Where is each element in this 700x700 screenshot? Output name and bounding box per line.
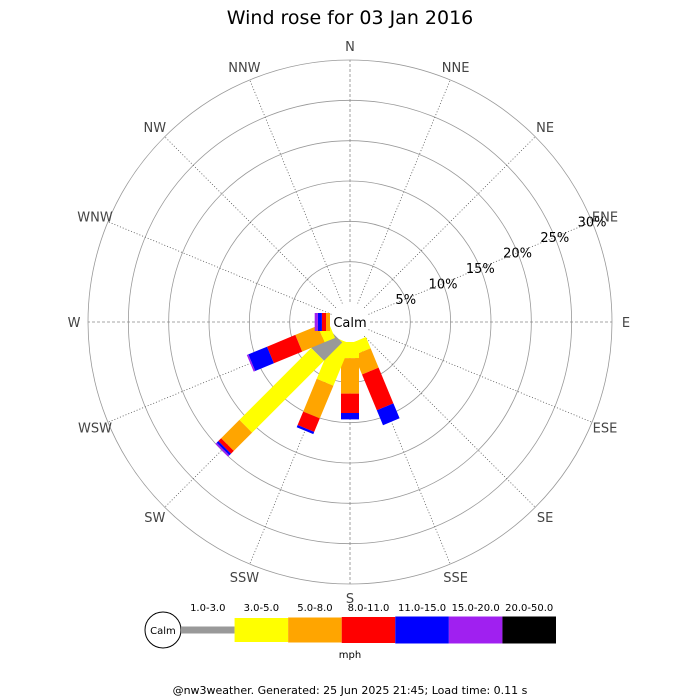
calm-center: Calm [330, 302, 370, 342]
legend-swatch-4 [395, 616, 449, 644]
radial-tick-label: 25% [540, 231, 569, 246]
petal-ssw-bin-1 [316, 337, 351, 386]
legend-swatch-5 [448, 616, 503, 644]
radial-tick-label: 20% [503, 247, 532, 262]
grid-spoke [368, 329, 593, 423]
radial-tick-label: 10% [429, 277, 458, 292]
petal-s-bin-3 [341, 393, 359, 413]
petal-sw-bin-1 [239, 348, 324, 433]
grid-spoke [363, 335, 536, 508]
legend-swatch-3 [341, 617, 396, 643]
petal-sse-bin-2 [354, 348, 379, 375]
legend-bin-label: 3.0-5.0 [244, 603, 279, 614]
grid-spoke [249, 79, 343, 304]
petal-sw-bin-4 [216, 441, 231, 456]
direction-label-wsw: WSW [78, 422, 112, 437]
direction-label-n: N [345, 40, 355, 55]
petal-w-bin-2 [326, 313, 330, 331]
petal-w-bin-3 [321, 313, 326, 331]
legend-bin-label: 5.0-8.0 [297, 603, 332, 614]
grid-spoke [249, 340, 343, 565]
petal-ssw-bin-2 [303, 378, 334, 419]
radial-tick-label: 30% [578, 216, 607, 231]
grid-spoke [357, 340, 451, 565]
radial-tick-label: 15% [466, 262, 495, 277]
direction-label-w: W [68, 316, 81, 331]
direction-label-sse: SSE [443, 571, 468, 586]
direction-label-se: SE [537, 511, 553, 526]
calm-circle [330, 302, 370, 342]
petal-ssw-bin-3 [297, 411, 320, 432]
grid-spoke [368, 221, 593, 315]
direction-label-ene: ENE [592, 210, 618, 225]
petal-s-bin-4 [341, 413, 359, 420]
radial-tick-label: 5% [395, 293, 416, 308]
petal-sse-bin-4 [376, 403, 400, 426]
direction-label-nne: NNE [442, 61, 470, 76]
petal-s-bin-2 [341, 358, 359, 394]
legend-swatch-1 [234, 618, 289, 642]
direction-label-sw: SW [144, 511, 165, 526]
legend-swatch-0 [181, 626, 235, 634]
polar-grid: N NNE NE ENE E ESE SE SSE S SSW SW WSW W WNW NW NNW [68, 40, 631, 607]
petal-sw-bin-2 [221, 419, 253, 451]
direction-label-nw: NW [144, 121, 167, 136]
legend-units: mph [339, 650, 361, 661]
radial-tick-labels: 5% 10% 15% 20% 25% 30% [395, 216, 606, 308]
direction-label-e: E [622, 316, 630, 331]
direction-label-ne: NE [536, 121, 554, 136]
footer-text: @nw3weather. Generated: 25 Jun 2025 21:4… [173, 684, 528, 697]
grid-spoke [357, 79, 451, 304]
petals [215, 313, 400, 457]
petal-ssw-bin-4 [296, 425, 315, 435]
legend-bin-label: 8.0-11.0 [348, 603, 390, 614]
petal-sw-bin-5 [215, 442, 230, 457]
legend-bin-label: 11.0-15.0 [398, 603, 446, 614]
legend-bin-label: 1.0-3.0 [190, 603, 225, 614]
direction-label-s: S [346, 592, 354, 607]
legend-swatch-2 [288, 617, 342, 643]
grid-spoke [164, 136, 337, 309]
petal-sw-bin-3 [218, 438, 234, 454]
calm-label: Calm [333, 316, 366, 331]
direction-label-ssw: SSW [230, 571, 260, 586]
legend-bin-label: 20.0-50.0 [505, 603, 553, 614]
petal-wsw-bin-5 [246, 354, 256, 372]
grid-spoke [107, 329, 332, 423]
grid-spoke [363, 136, 536, 309]
petal-wsw-bin-4 [248, 346, 274, 371]
legend-calm-label: Calm [150, 626, 176, 637]
grid-spoke [107, 221, 332, 315]
petal-wsw-bin-3 [267, 334, 303, 364]
legend-bin-label: 15.0-20.0 [452, 603, 500, 614]
petal-w-bin-4 [317, 313, 322, 331]
direction-label-nnw: NNW [228, 61, 260, 76]
petal-wsw-bin-2 [295, 325, 325, 352]
legend-swatch-6 [502, 616, 556, 644]
chart-title: Wind rose for 03 Jan 2016 [227, 7, 474, 29]
petal-w-bin-5 [314, 313, 318, 331]
direction-label-wnw: WNW [77, 210, 113, 225]
legend: Calm 1.0-3.0 3.0-5.0 5.0-8.0 8.0-11.0 11.0-15… [144, 603, 556, 661]
petal-sse-bin-3 [362, 367, 394, 411]
direction-label-ese: ESE [593, 422, 618, 437]
